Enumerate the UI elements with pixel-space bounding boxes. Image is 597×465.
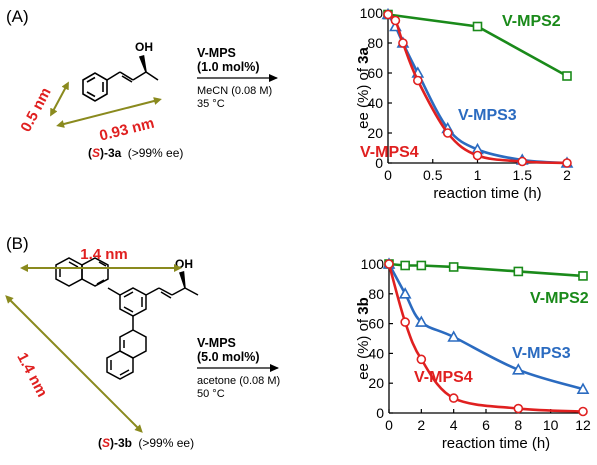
y-tick-label: 20: [368, 375, 384, 391]
y-axis-label: ee (%) of 3a: [355, 46, 372, 128]
data-point-v-mps2: [448, 262, 459, 272]
panel-b-label: (B): [6, 234, 29, 253]
loading-label-a: (1.0 mol%): [197, 60, 260, 74]
data-point-v-mps3: [414, 315, 428, 327]
y-tick-label: 100: [360, 5, 384, 21]
y-axis-label-prefix: ee (%) of: [355, 64, 372, 129]
data-point-v-mps4: [416, 354, 427, 365]
y-tick-label: 80: [367, 35, 383, 51]
data-point-v-mps3: [398, 287, 412, 299]
dimension-label-diagonal-b: 1.4 nm: [13, 350, 50, 400]
y-axis-label-compound: 3a: [355, 46, 372, 63]
y-tick-label: 20: [367, 125, 383, 141]
data-point-v-mps2: [578, 271, 588, 281]
panel-a-scheme: (A) OH 0.5 nm 0.93 nm (S)-3a (>99% ee) V…: [6, 7, 278, 160]
x-axis-label: reaction time (h): [442, 435, 550, 452]
substrate-3b-name: (S)-3b (>99% ee): [98, 436, 194, 450]
x-tick-label: 0.5: [423, 167, 443, 183]
dimension-arrow-long-a: [56, 97, 162, 128]
data-point-v-mps4: [448, 393, 459, 403]
data-point-v-mps4: [442, 128, 453, 138]
solvent-label-a: MeCN (0.08 M): [197, 85, 272, 97]
x-tick-label: 12: [575, 417, 591, 433]
data-point-v-mps2: [513, 266, 524, 277]
catalyst-label-b: V-MPS: [197, 336, 236, 350]
series-label-v-mps3: V-MPS3: [512, 345, 571, 362]
dimension-arrow-diagonal-b: [5, 295, 143, 433]
panel-b-scheme: (B): [5, 234, 280, 450]
chart-b: 0 20 40 60 80 100 0 2 4 6 8 10 12 reaction time (h) ee…: [355, 256, 591, 452]
x-tick-label: 6: [482, 417, 490, 433]
series-label-v-mps4: V-MPS4: [414, 369, 473, 386]
series-label-v-mps3: V-MPS3: [458, 107, 517, 124]
data-point-v-mps4: [517, 156, 528, 167]
data-point-v-mps3: [447, 330, 461, 342]
series-line-v-mps4: [387, 13, 568, 165]
y-tick-label: 40: [368, 345, 384, 361]
data-point-v-mps4: [472, 150, 483, 161]
data-point-v-mps2: [416, 260, 427, 271]
x-tick-label: 1.5: [513, 167, 533, 183]
y-tick-label: 60: [367, 65, 383, 81]
y-tick-label: 40: [367, 95, 383, 111]
series-label-v-mps4: V-MPS4: [360, 144, 419, 161]
x-tick-label: 0: [384, 167, 392, 183]
y-tick-label: 60: [368, 316, 384, 332]
y-tick-label: 0: [375, 155, 383, 171]
catalyst-label-a: V-MPS: [197, 46, 236, 60]
x-tick-label: 10: [543, 417, 559, 433]
data-point-v-mps4: [413, 75, 423, 86]
x-tick-label: 1: [474, 167, 482, 183]
data-point-v-mps2: [562, 71, 572, 81]
y-axis-label: ee (%) of 3b: [355, 297, 372, 380]
data-point-v-mps2: [472, 21, 483, 32]
substrate-3a-structure: [82, 54, 159, 102]
panel-a-label: (A): [6, 7, 29, 26]
data-point-v-mps4: [398, 38, 408, 48]
x-axis-label: reaction time (h): [433, 185, 541, 202]
y-axis-label-compound: 3b: [355, 297, 372, 315]
dimension-label-top-b: 1.4 nm: [80, 246, 128, 263]
series-label-v-mps2: V-MPS2: [530, 290, 589, 307]
x-tick-label: 2: [563, 167, 571, 183]
x-tick-label: 0: [385, 417, 393, 433]
dimension-label-short-a: 0.5 nm: [17, 85, 54, 135]
y-tick-label: 100: [361, 256, 385, 272]
dimension-label-long-a: 0.93 nm: [98, 115, 156, 145]
y-tick-label: 0: [376, 405, 384, 421]
data-point-v-mps4: [384, 259, 394, 269]
solvent-label-b: acetone (0.08 M): [197, 375, 280, 387]
series-line-v-mps4: [387, 263, 584, 413]
data-point-v-mps4: [400, 317, 410, 327]
substrate-3b-structure: [55, 257, 199, 380]
data-point-v-mps3: [576, 382, 590, 394]
loading-label-b: (5.0 mol%): [197, 350, 260, 364]
y-axis-label-prefix: ee (%) of: [355, 315, 372, 380]
data-point-v-mps4: [578, 406, 588, 417]
x-tick-label: 2: [417, 417, 425, 433]
x-tick-label: 8: [514, 417, 522, 433]
data-point-v-mps2: [400, 260, 410, 271]
series-label-v-mps2: V-MPS2: [502, 13, 561, 30]
chart-a: 0 20 40 60 80 100 0 0.5 1 1.5 2 reaction time (h) ee…: [355, 5, 574, 202]
data-point-v-mps3: [511, 363, 525, 375]
data-point-v-mps4: [390, 15, 401, 26]
series-line-v-mps3: [386, 13, 568, 165]
x-tick-label: 4: [450, 417, 458, 433]
data-point-v-mps4: [383, 9, 393, 20]
substrate-3a-name: (S)-3a (>99% ee): [88, 146, 183, 160]
temperature-label-b: 50 °C: [197, 388, 225, 400]
dimension-arrow-short-a: [50, 81, 69, 117]
data-point-v-mps4: [562, 158, 572, 168]
temperature-label-a: 35 °C: [197, 98, 225, 110]
data-point-v-mps4: [513, 403, 524, 414]
oh-label-3a: OH: [135, 40, 153, 54]
y-tick-label: 80: [368, 286, 384, 302]
